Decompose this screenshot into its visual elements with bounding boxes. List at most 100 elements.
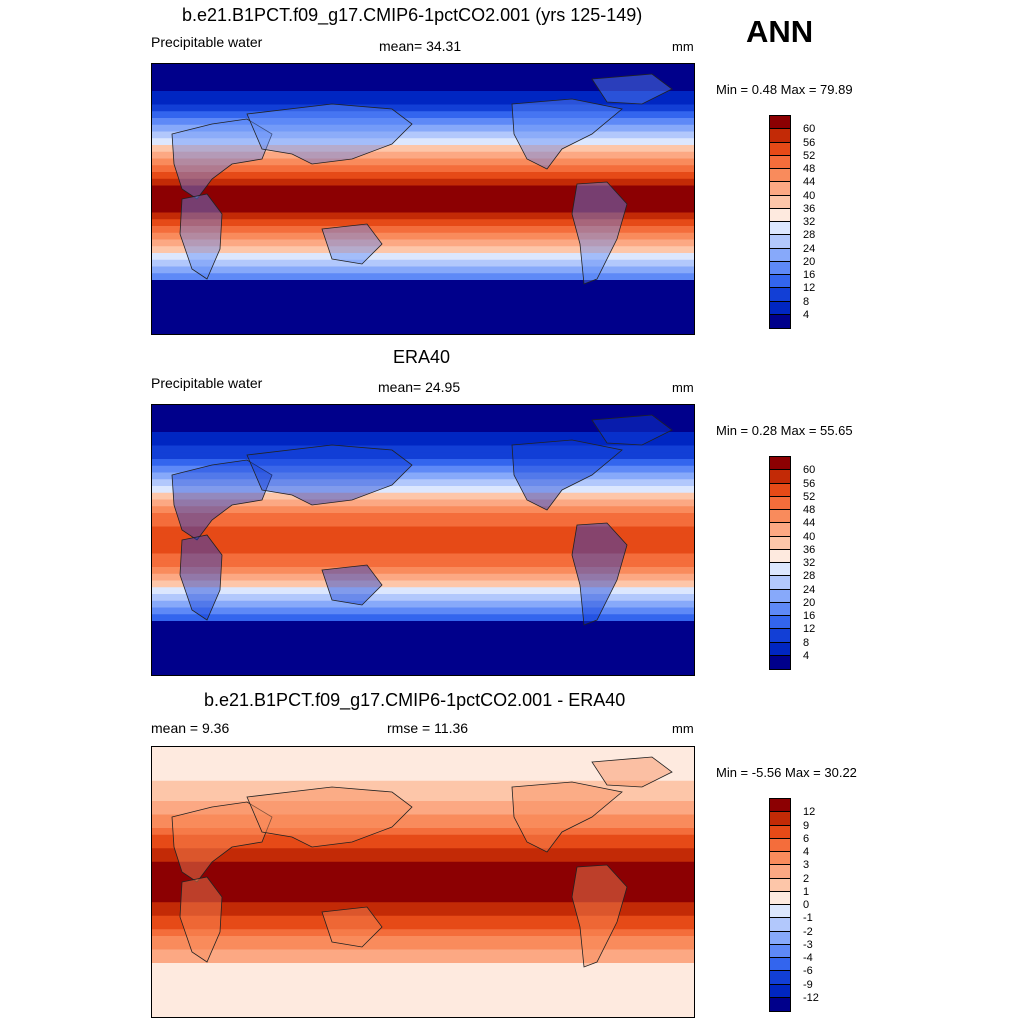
colorbar-tick-label: -9 xyxy=(803,978,813,991)
field-band xyxy=(152,165,694,173)
colorbar-swatch xyxy=(770,799,790,813)
colorbar-swatch xyxy=(770,155,790,169)
field-band xyxy=(152,861,694,870)
colorbar-tick-label: 2 xyxy=(803,872,810,885)
coastline xyxy=(511,781,623,853)
colorbar-tick-label: 48 xyxy=(803,504,816,516)
field-band xyxy=(152,232,694,241)
field-band xyxy=(152,486,694,494)
colorbar-tick-label: 56 xyxy=(803,136,816,149)
colorbar-swatch xyxy=(770,812,790,826)
field-band xyxy=(152,834,694,843)
field-band xyxy=(152,1010,694,1017)
field-band xyxy=(152,425,694,433)
colorbar-swatch xyxy=(770,825,790,839)
field-band xyxy=(152,64,694,72)
field-band xyxy=(152,949,694,958)
field-band xyxy=(152,607,694,616)
colorbar-tick-label: 0 xyxy=(803,899,810,911)
field-band xyxy=(152,172,694,180)
rmse-label: rmse = 11.36 xyxy=(387,720,469,736)
colorbar-swatch xyxy=(770,905,790,919)
field-band xyxy=(152,145,694,153)
colorbar-swatch xyxy=(770,944,790,958)
colorbar-swatch xyxy=(770,129,790,143)
colorbar-tick-label: 56 xyxy=(803,477,816,490)
coastline xyxy=(246,444,413,506)
field-band xyxy=(152,411,694,420)
colorbar-tick-label: 8 xyxy=(803,636,810,649)
field-band xyxy=(152,519,694,528)
colorbar-tick-label: 4 xyxy=(803,846,810,858)
field-band xyxy=(152,553,694,562)
field-band xyxy=(152,459,694,467)
field-band xyxy=(152,465,694,474)
field-band xyxy=(152,594,694,602)
colorbar-swatch xyxy=(770,602,790,616)
field-band xyxy=(152,219,694,227)
field-band xyxy=(152,266,694,275)
colorbar-swatch xyxy=(770,984,790,998)
field-band xyxy=(152,239,694,248)
colorbar-swatch xyxy=(770,997,790,1011)
colorbar-tick-label: 32 xyxy=(803,557,816,569)
colorbar-swatch xyxy=(770,510,790,524)
field-band xyxy=(152,787,694,796)
units-label: mm xyxy=(672,380,694,395)
field-band xyxy=(152,280,694,288)
colorbar-swatch xyxy=(770,235,790,249)
colorbar-tick-label: -1 xyxy=(803,912,813,925)
field-band xyxy=(152,97,694,106)
field-band xyxy=(152,969,694,978)
colorbar-tick-label: 48 xyxy=(803,163,816,175)
field-band xyxy=(152,573,694,582)
colorbar-tick-label: 36 xyxy=(803,543,816,556)
colorbar-swatch xyxy=(770,275,790,289)
season-label: ANN xyxy=(746,14,814,49)
coastline xyxy=(511,98,623,170)
field-band xyxy=(152,956,694,964)
colorbar-swatch xyxy=(770,891,790,905)
colorbar-swatch xyxy=(770,629,790,643)
colorbar-tick-label: -2 xyxy=(803,925,813,938)
colorbar-swatch xyxy=(770,852,790,866)
field-band xyxy=(152,253,694,261)
field-band xyxy=(152,760,694,769)
field-band xyxy=(152,506,694,514)
colorbar-tick-label: -6 xyxy=(803,965,813,978)
field-band xyxy=(152,895,694,904)
coastline xyxy=(179,193,223,280)
colorbar-tick-label: 9 xyxy=(803,819,810,832)
field-band xyxy=(152,91,694,99)
field-band xyxy=(152,909,694,917)
field-band xyxy=(152,499,694,508)
field-band xyxy=(152,226,694,234)
colorbar-swatch xyxy=(770,195,790,209)
colorbar-swatch xyxy=(770,116,790,130)
colorbar-tick-label: 24 xyxy=(803,583,816,596)
coastline xyxy=(179,876,223,963)
field-band xyxy=(152,848,694,856)
field-band xyxy=(152,929,694,937)
field-band xyxy=(152,794,694,802)
field-band xyxy=(152,199,694,207)
colorbar-swatch xyxy=(770,470,790,484)
field-band xyxy=(152,138,694,146)
field-band xyxy=(152,540,694,548)
colorbar-swatch xyxy=(770,931,790,945)
coastline xyxy=(179,534,223,621)
field-band xyxy=(152,915,694,924)
colorbar-tick-label: 16 xyxy=(803,269,816,281)
colorbar-tick-label: 16 xyxy=(803,610,816,622)
field-band xyxy=(152,84,694,92)
colorbar-swatch xyxy=(770,142,790,156)
field-band xyxy=(152,472,694,481)
colorbar-tick-label: 52 xyxy=(803,490,816,503)
coastline xyxy=(246,103,413,165)
field-band xyxy=(152,273,694,281)
colorbar-tick-label: 40 xyxy=(803,189,816,202)
field-band xyxy=(152,526,694,535)
colorbar-swatch xyxy=(770,576,790,590)
field-band xyxy=(152,533,694,541)
field-band xyxy=(152,774,694,782)
